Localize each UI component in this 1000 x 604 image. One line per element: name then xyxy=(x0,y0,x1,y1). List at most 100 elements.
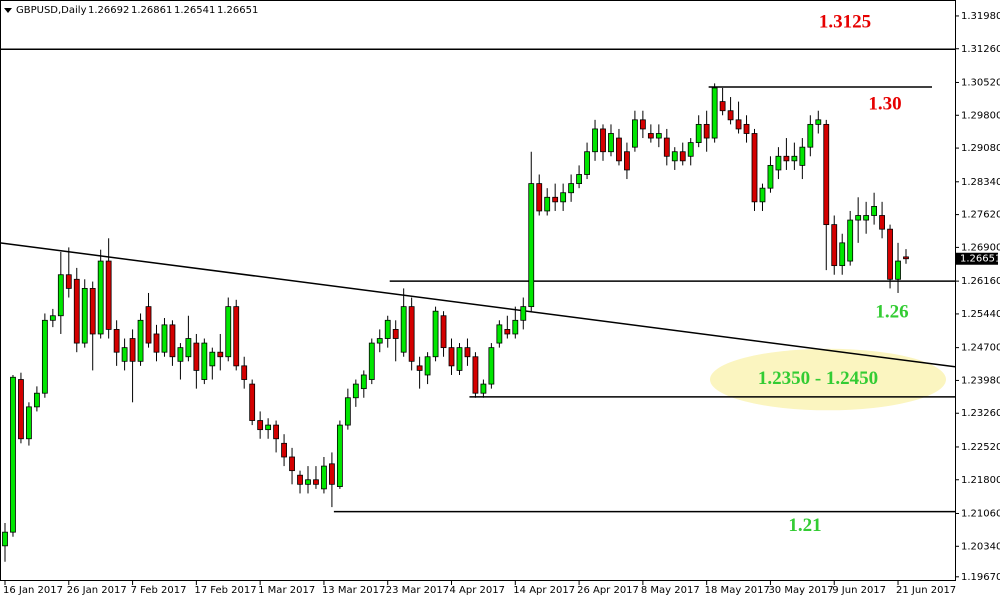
candle-body xyxy=(49,315,56,321)
candle-body xyxy=(855,215,862,221)
symbol-icon xyxy=(4,8,12,13)
candle-body xyxy=(895,260,901,280)
candle-body xyxy=(145,306,152,344)
candle-body xyxy=(408,306,415,362)
x-tick-label: 9 Jun 2017 xyxy=(832,585,886,596)
zone xyxy=(710,348,946,411)
candle-body xyxy=(464,347,471,358)
candle-body xyxy=(831,224,838,267)
candle-body xyxy=(663,137,670,157)
candle-body xyxy=(33,392,40,408)
candle-body xyxy=(440,315,447,349)
x-tick-label: 8 May 2017 xyxy=(641,585,700,596)
candle-body xyxy=(217,351,224,358)
candle-body xyxy=(655,133,662,139)
y-tick-label: 1.23980 xyxy=(961,375,1000,386)
candle-body xyxy=(703,123,710,139)
candle-body xyxy=(871,205,878,216)
candle-body xyxy=(671,151,678,162)
candle-body xyxy=(496,324,503,344)
y-tick-label: 1.27620 xyxy=(961,210,1000,221)
x-tick-label: 17 Feb 2017 xyxy=(194,585,256,596)
candle-body xyxy=(201,342,208,380)
candle-body xyxy=(73,278,80,344)
y-tick-label: 1.26160 xyxy=(961,276,1000,287)
price-box xyxy=(956,252,998,265)
y-tick-label: 1.21800 xyxy=(961,475,1000,486)
candle-body xyxy=(863,215,870,221)
candle-body xyxy=(743,123,750,134)
candle-body xyxy=(424,356,431,376)
candle-body xyxy=(735,119,742,130)
candle-body xyxy=(376,338,383,344)
level-label: 1.21 xyxy=(788,515,821,536)
candle-body xyxy=(97,260,104,335)
candle-body xyxy=(632,119,638,148)
low-value: 1.26541 xyxy=(174,5,215,16)
level-label: 1.26 xyxy=(875,301,908,322)
x-tick-label: 30 May 2017 xyxy=(768,585,833,596)
candle-body xyxy=(336,424,343,487)
candle-body xyxy=(823,123,830,226)
candle-body xyxy=(400,306,407,353)
x-tick-label: 26 Apr 2017 xyxy=(577,585,639,596)
candle-body xyxy=(520,306,527,321)
y-tick-label: 1.20340 xyxy=(961,541,1000,552)
y-tick-label: 1.31260 xyxy=(961,44,1000,55)
candle-body xyxy=(791,155,798,162)
candle-body xyxy=(432,310,439,358)
candle-body xyxy=(281,442,287,458)
x-tick-label: 1 Mar 2017 xyxy=(258,585,315,596)
candle-body xyxy=(448,347,455,367)
candle-body xyxy=(647,133,654,139)
candle-body xyxy=(289,456,295,472)
candle-body xyxy=(169,324,176,358)
x-tick-label: 4 Apr 2017 xyxy=(450,585,505,596)
candle-body xyxy=(185,338,192,358)
y-tick-label: 1.29080 xyxy=(961,143,1000,154)
candle-body xyxy=(121,347,128,362)
candle-body xyxy=(504,329,511,335)
candle-body xyxy=(193,342,200,371)
zone-label: 1.2350 - 1.2450 xyxy=(758,368,878,389)
candle-body xyxy=(392,329,399,339)
candle-body xyxy=(113,329,120,353)
y-tick-label: 1.19670 xyxy=(961,572,1000,583)
candle-body xyxy=(456,347,463,371)
candle-body xyxy=(360,374,367,390)
symbol: GBPUSD,Daily xyxy=(16,5,87,16)
trendline xyxy=(0,242,956,368)
candle-body xyxy=(225,306,232,358)
candle-body xyxy=(273,424,279,440)
candle-body xyxy=(480,383,487,394)
candle-body xyxy=(552,196,559,203)
candle-body xyxy=(26,406,32,440)
candle-body xyxy=(321,465,327,490)
candle-body xyxy=(528,183,535,308)
candle-body xyxy=(65,274,72,289)
candle-body xyxy=(847,219,854,262)
candle-body xyxy=(584,151,590,175)
candle-body xyxy=(305,479,311,485)
candle-body xyxy=(536,183,543,212)
high-value: 1.26861 xyxy=(131,5,172,16)
candle-body xyxy=(608,133,614,153)
candle-body xyxy=(568,183,575,194)
candle-body xyxy=(759,187,766,203)
candle-body xyxy=(512,319,519,335)
candle-body xyxy=(719,101,726,112)
candle-body xyxy=(313,479,319,485)
x-tick-label: 18 May 2017 xyxy=(705,585,770,596)
candle-body xyxy=(416,365,423,371)
candle-body xyxy=(137,319,144,362)
candle-body xyxy=(233,306,240,367)
y-tick-label: 1.31980 xyxy=(961,11,1000,22)
x-tick-label: 26 Jan 2017 xyxy=(67,585,127,596)
candle-body xyxy=(488,347,495,385)
candle-body xyxy=(265,424,272,431)
candle-body xyxy=(799,146,806,166)
level-label: 1.30 xyxy=(868,93,901,114)
candle-body xyxy=(775,155,782,171)
candle-body xyxy=(344,397,351,426)
